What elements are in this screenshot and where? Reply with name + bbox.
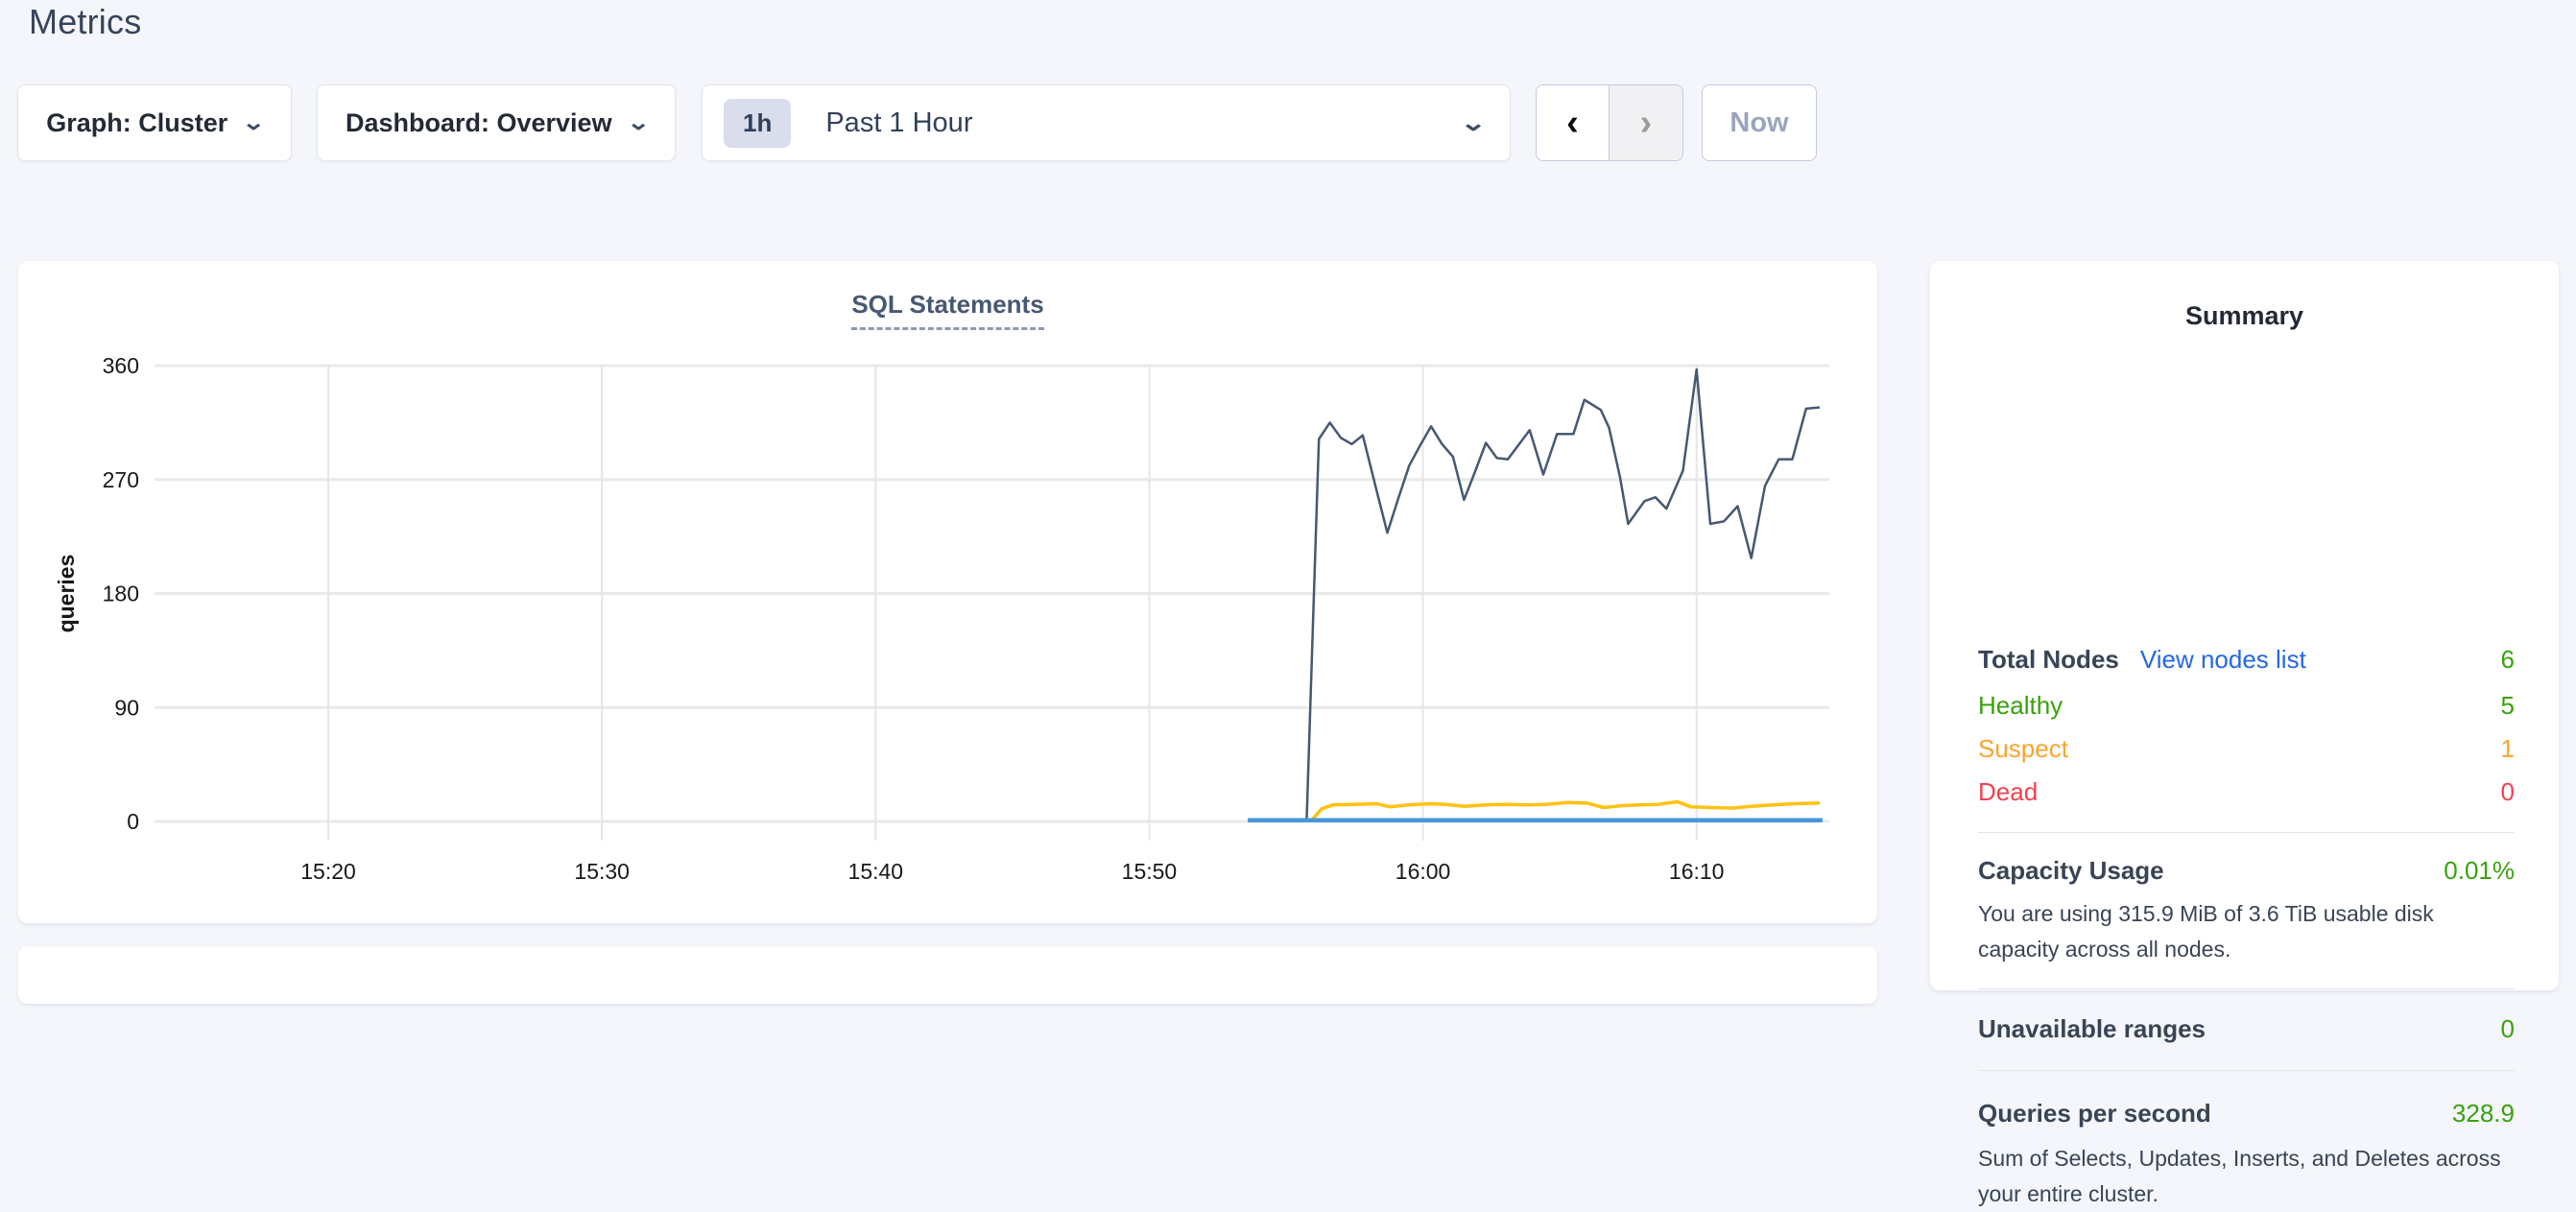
time-range-label: Past 1 Hour [825, 107, 973, 138]
divider [1978, 832, 2515, 833]
capacity-usage-value: 0.01% [2444, 856, 2515, 885]
y-axis-tick-label: 360 [103, 353, 139, 378]
suspect-nodes-value: 1 [2500, 734, 2515, 763]
sql-statements-chart-card: SQL Statements 0 90 180 270 360 15:20 15:30 15:… [18, 261, 1877, 923]
summary-title: Summary [2184, 301, 2304, 330]
y-axis-tick-label: 180 [103, 582, 139, 606]
series-line-navy [1305, 368, 1821, 822]
x-axis-tick-label: 15:20 [300, 859, 356, 884]
chevron-down-icon: ⌄ [242, 110, 266, 134]
dashboard-dropdown[interactable]: Dashboard: Overview ⌄ [317, 84, 676, 161]
x-axis-tick-label: 16:10 [1669, 859, 1725, 884]
graph-dropdown-label: Graph: Cluster [46, 107, 228, 137]
x-axis-tick-label: 15:40 [848, 859, 904, 884]
page-title: Metrics [29, 2, 142, 41]
x-axis-tick-label: 16:00 [1395, 859, 1451, 884]
healthy-nodes-value: 5 [2500, 691, 2515, 720]
queries-per-second-label: Queries per second [1978, 1099, 2211, 1128]
y-axis-label: queries [54, 555, 79, 633]
now-button[interactable]: Now [1702, 84, 1817, 161]
next-timeframe-button[interactable]: › [1610, 85, 1682, 160]
x-axis-tick-label: 15:30 [574, 859, 630, 884]
time-range-selector[interactable]: 1h Past 1 Hour ⌄ [702, 84, 1511, 161]
dead-nodes-label: Dead [1978, 777, 2039, 806]
sql-statements-chart[interactable]: 0 90 180 270 360 15:20 15:30 15:40 15:50 16:00 16:… [18, 261, 1877, 923]
total-nodes-label: Total Nodes [1978, 645, 2119, 674]
y-axis-tick-label: 270 [103, 467, 139, 492]
divider [1978, 988, 2515, 989]
graph-dropdown[interactable]: Graph: Cluster ⌄ [17, 84, 292, 161]
chevron-down-icon: ⌄ [1459, 109, 1488, 136]
unavailable-ranges-value: 0 [2500, 1014, 2515, 1043]
time-range-badge: 1h [724, 98, 792, 148]
unavailable-ranges-label: Unavailable ranges [1978, 1014, 2206, 1043]
chevron-left-icon: ‹ [1566, 102, 1579, 143]
queries-per-second-description: Sum of Selects, Updates, Inserts, and De… [1978, 1146, 2501, 1206]
divider [1978, 1070, 2515, 1071]
queries-per-second-value: 328.9 [2451, 1099, 2515, 1128]
series-line-yellow [1309, 799, 1821, 823]
next-chart-card [18, 946, 1877, 1004]
dead-nodes-value: 0 [2500, 777, 2515, 806]
capacity-usage-label: Capacity Usage [1978, 856, 2164, 885]
previous-timeframe-button[interactable]: ‹ [1537, 85, 1610, 160]
chevron-down-icon: ⌄ [626, 110, 651, 134]
x-axis-tick-label: 15:50 [1122, 859, 1178, 884]
dashboard-dropdown-label: Dashboard: Overview [345, 107, 612, 137]
time-step-buttons: ‹ › [1536, 84, 1683, 161]
capacity-usage-description: You are using 315.9 MiB of 3.6 TiB usabl… [1978, 901, 2434, 962]
chevron-right-icon: › [1639, 102, 1653, 143]
chart-title[interactable]: SQL Statements [851, 290, 1044, 330]
now-button-label: Now [1729, 107, 1789, 138]
suspect-nodes-label: Suspect [1978, 734, 2068, 763]
view-nodes-list-link[interactable]: View nodes list [2139, 645, 2306, 674]
summary-panel: Summary Total Nodes View nodes list 6 He… [1930, 261, 2559, 1206]
y-axis-tick-label: 0 [127, 809, 139, 834]
healthy-nodes-label: Healthy [1978, 691, 2063, 720]
total-nodes-value: 6 [2500, 645, 2515, 674]
y-axis-tick-label: 90 [114, 695, 139, 720]
